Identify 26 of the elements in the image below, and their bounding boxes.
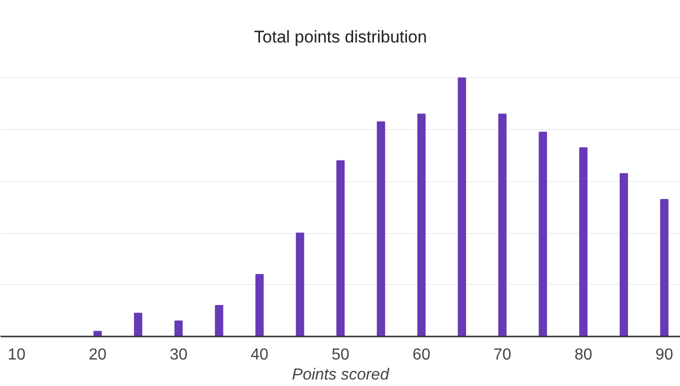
bar [174, 320, 183, 336]
bar [134, 312, 142, 336]
bar [620, 173, 628, 336]
bar [336, 160, 345, 336]
x-tick-label: 60 [412, 346, 430, 364]
bar [296, 232, 304, 336]
bar [376, 121, 386, 336]
bar [579, 147, 588, 336]
bar [458, 77, 466, 336]
x-tick-label: 30 [170, 346, 188, 364]
x-tick-label: 80 [574, 346, 592, 364]
x-tick-label: 40 [250, 346, 269, 364]
x-tick-label: 20 [88, 346, 107, 364]
bar [660, 198, 668, 336]
x-axis-title: Points scored [292, 366, 390, 384]
bar [255, 274, 264, 336]
chart-title: Total points distribution [254, 28, 427, 46]
bar [417, 114, 426, 336]
bar [498, 114, 507, 336]
x-tick-label: 70 [494, 346, 512, 364]
x-tick-label: 10 [8, 346, 26, 364]
bar [94, 330, 102, 336]
bar [538, 132, 548, 336]
x-tick-label: 90 [655, 346, 674, 364]
x-tick-label: 50 [332, 346, 350, 364]
bar [214, 304, 224, 336]
